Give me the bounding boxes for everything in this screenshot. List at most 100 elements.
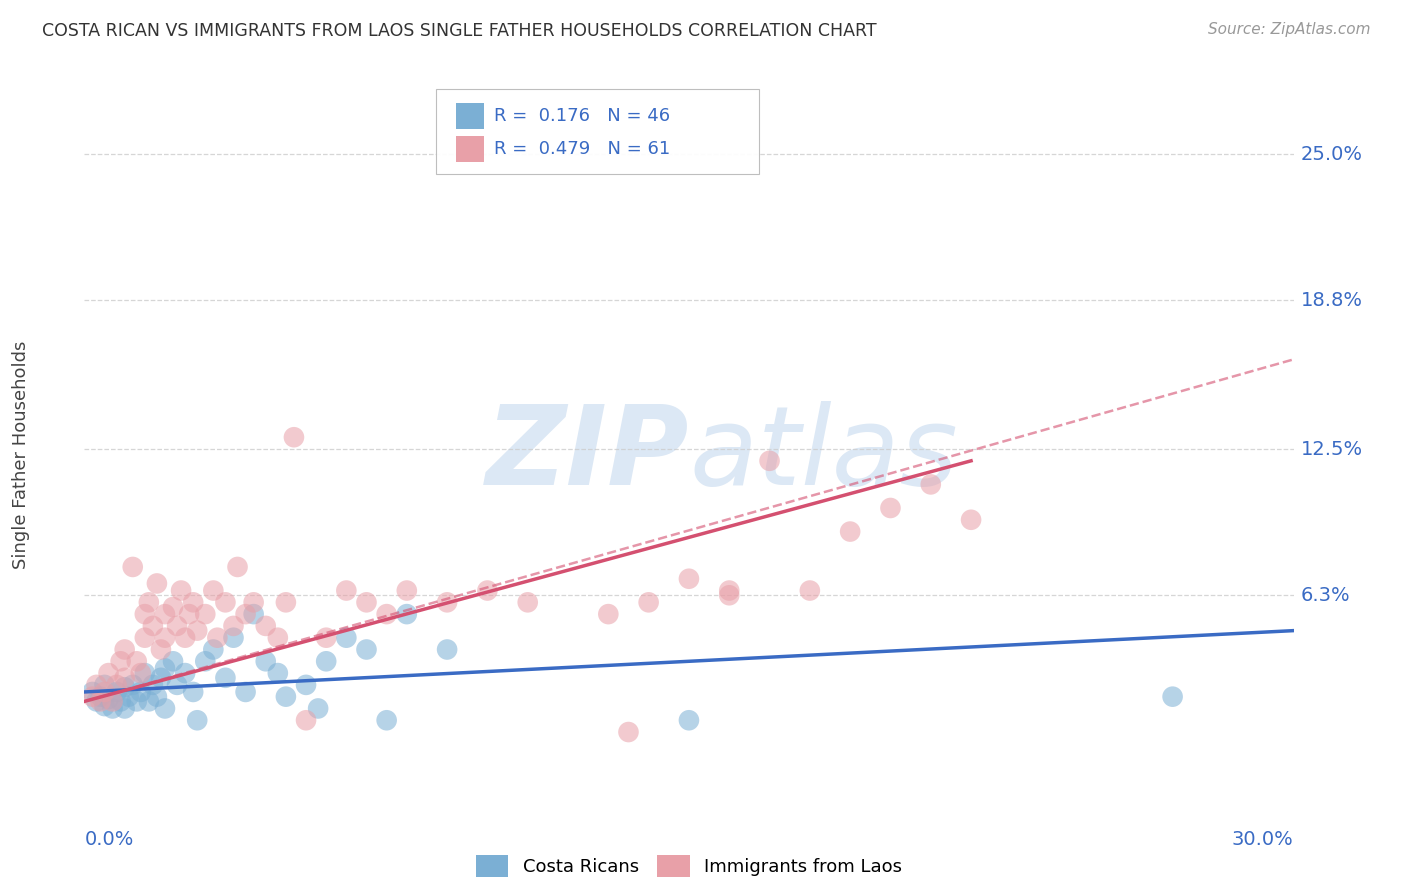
Point [758, 454, 780, 468]
Point [82, 685, 104, 699]
Point [105, 678, 128, 692]
Point [93, 685, 115, 699]
Point [125, 654, 148, 668]
Point [718, 583, 741, 598]
Point [186, 713, 208, 727]
Point [477, 583, 499, 598]
Point [93, 699, 115, 714]
Point [637, 595, 659, 609]
Point [114, 701, 136, 715]
Point [242, 607, 264, 621]
Text: R =  0.176   N = 46: R = 0.176 N = 46 [494, 107, 669, 125]
Text: 6.3%: 6.3% [1301, 586, 1350, 605]
Point [181, 595, 204, 609]
Point [101, 701, 124, 715]
Point [110, 654, 132, 668]
Point [138, 694, 160, 708]
Point [678, 713, 700, 727]
Point [86, 694, 108, 708]
Point [960, 513, 983, 527]
Point [194, 654, 217, 668]
Point [235, 607, 257, 621]
Point [125, 694, 148, 708]
Point [516, 595, 538, 609]
Point [267, 666, 290, 681]
Point [295, 678, 318, 692]
Point [1161, 690, 1184, 704]
Point [335, 583, 357, 598]
Text: 12.5%: 12.5% [1301, 440, 1362, 458]
Point [179, 607, 201, 621]
Text: Single Father Households: Single Father Households [13, 341, 30, 569]
Point [149, 671, 172, 685]
Point [186, 624, 208, 638]
Text: 30.0%: 30.0% [1232, 830, 1294, 848]
Point [129, 666, 152, 681]
Point [356, 595, 378, 609]
Point [214, 595, 236, 609]
Point [799, 583, 821, 598]
Point [617, 725, 640, 739]
Point [93, 678, 115, 692]
Point [114, 642, 136, 657]
Text: 0.0%: 0.0% [84, 830, 134, 848]
Point [222, 631, 245, 645]
Point [153, 631, 176, 645]
Point [879, 500, 901, 515]
Text: COSTA RICAN VS IMMIGRANTS FROM LAOS SINGLE FATHER HOUSEHOLDS CORRELATION CHART: COSTA RICAN VS IMMIGRANTS FROM LAOS SING… [42, 22, 877, 40]
Point [375, 607, 398, 621]
Point [315, 631, 337, 645]
Point [118, 690, 141, 704]
Point [153, 701, 176, 715]
Point [89, 690, 111, 704]
Point [86, 678, 108, 692]
Point [97, 692, 120, 706]
Point [110, 694, 132, 708]
Point [295, 713, 318, 727]
Text: Source: ZipAtlas.com: Source: ZipAtlas.com [1208, 22, 1371, 37]
Point [375, 713, 398, 727]
Point [134, 607, 156, 621]
Point [114, 671, 136, 685]
Point [436, 642, 458, 657]
Point [235, 685, 257, 699]
Legend: Costa Ricans, Immigrants from Laos: Costa Ricans, Immigrants from Laos [468, 847, 910, 884]
Point [718, 588, 741, 602]
Point [254, 654, 277, 668]
Point [839, 524, 862, 539]
Point [97, 666, 120, 681]
Point [283, 430, 305, 444]
Point [274, 690, 297, 704]
Text: 18.8%: 18.8% [1301, 291, 1362, 310]
Point [170, 583, 193, 598]
Point [226, 560, 249, 574]
Point [121, 560, 143, 574]
Point [101, 694, 124, 708]
Point [146, 690, 169, 704]
Point [267, 631, 290, 645]
Point [162, 600, 184, 615]
Point [174, 666, 197, 681]
Text: 25.0%: 25.0% [1301, 145, 1362, 164]
Point [146, 576, 169, 591]
Point [153, 661, 176, 675]
Point [181, 685, 204, 699]
Point [194, 607, 217, 621]
Point [82, 690, 104, 704]
Point [222, 619, 245, 633]
Point [254, 619, 277, 633]
Text: ZIP: ZIP [485, 401, 689, 508]
Point [356, 642, 378, 657]
Point [105, 685, 128, 699]
Point [202, 642, 225, 657]
Point [149, 642, 172, 657]
Point [142, 678, 165, 692]
Point [395, 583, 418, 598]
Point [138, 595, 160, 609]
Point [166, 619, 188, 633]
Point [315, 654, 337, 668]
Point [134, 666, 156, 681]
Point [598, 607, 620, 621]
Point [920, 477, 942, 491]
Point [174, 631, 197, 645]
